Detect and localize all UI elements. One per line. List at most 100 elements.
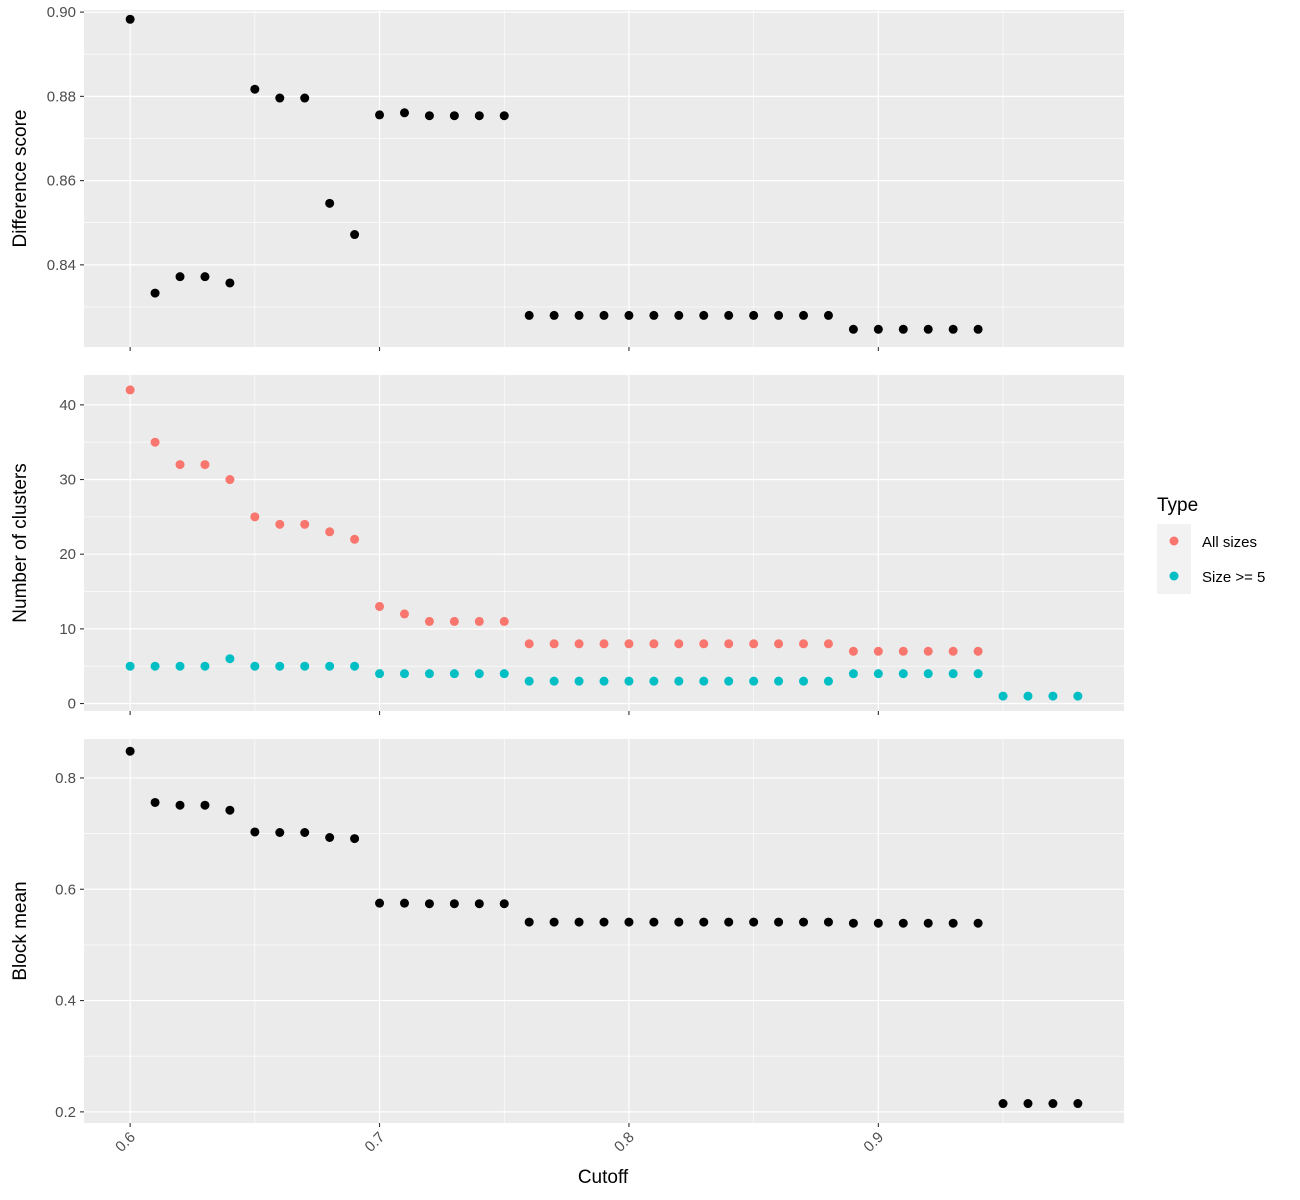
data-point bbox=[799, 917, 809, 927]
x-tick-label: 0.7 bbox=[362, 1129, 389, 1156]
y-tick-label: 40 bbox=[59, 397, 76, 414]
data-point bbox=[599, 676, 609, 686]
data-point bbox=[898, 646, 908, 656]
y-axis-title: Difference score bbox=[10, 110, 31, 248]
data-point bbox=[674, 917, 684, 927]
y-tick-label: 0.84 bbox=[47, 257, 76, 274]
data-point bbox=[375, 601, 385, 611]
data-point bbox=[350, 534, 360, 544]
y-tick-label: 0.8 bbox=[55, 770, 76, 787]
data-point bbox=[923, 646, 933, 656]
data-point bbox=[399, 898, 409, 908]
data-point bbox=[125, 385, 135, 395]
data-point bbox=[998, 1099, 1008, 1109]
data-point bbox=[549, 639, 559, 649]
data-point bbox=[649, 639, 659, 649]
data-point bbox=[674, 310, 684, 320]
data-point bbox=[250, 84, 260, 94]
data-point bbox=[649, 917, 659, 927]
data-point bbox=[749, 310, 759, 320]
data-point bbox=[499, 111, 509, 121]
panel-background bbox=[84, 10, 1124, 347]
data-point bbox=[948, 324, 958, 334]
data-point bbox=[125, 14, 135, 24]
x-axis-title: Cutoff bbox=[578, 1167, 629, 1188]
data-point bbox=[524, 310, 534, 320]
data-point bbox=[524, 676, 534, 686]
data-point bbox=[250, 827, 260, 837]
data-point bbox=[1048, 691, 1058, 701]
data-point bbox=[125, 746, 135, 756]
y-tick-label: 0.86 bbox=[47, 173, 76, 190]
data-point bbox=[399, 609, 409, 619]
data-point bbox=[948, 918, 958, 928]
data-point bbox=[499, 616, 509, 626]
data-point bbox=[200, 800, 210, 810]
data-point bbox=[923, 918, 933, 928]
data-point bbox=[873, 669, 883, 679]
data-point bbox=[848, 324, 858, 334]
data-point bbox=[474, 899, 484, 909]
data-point bbox=[774, 310, 784, 320]
data-point bbox=[375, 669, 385, 679]
data-point bbox=[799, 639, 809, 649]
y-tick-label: 0 bbox=[68, 696, 76, 713]
data-point bbox=[549, 917, 559, 927]
data-point bbox=[799, 310, 809, 320]
y-axis-title: Block mean bbox=[10, 881, 31, 980]
data-point bbox=[774, 917, 784, 927]
data-point bbox=[300, 93, 310, 103]
data-point bbox=[375, 898, 385, 908]
data-point bbox=[649, 676, 659, 686]
data-point bbox=[923, 324, 933, 334]
data-point bbox=[724, 310, 734, 320]
data-point bbox=[724, 676, 734, 686]
data-point bbox=[175, 661, 185, 671]
data-point bbox=[898, 669, 908, 679]
data-point bbox=[823, 310, 833, 320]
data-point bbox=[449, 899, 459, 909]
data-point bbox=[200, 272, 210, 282]
data-point bbox=[150, 437, 160, 447]
y-tick-label: 0.2 bbox=[55, 1104, 76, 1121]
data-point bbox=[474, 111, 484, 121]
panel-background bbox=[84, 739, 1124, 1123]
legend-key-size-5 bbox=[1169, 571, 1179, 581]
y-tick-label: 10 bbox=[59, 621, 76, 638]
data-point bbox=[449, 616, 459, 626]
data-point bbox=[325, 198, 335, 208]
data-point bbox=[774, 676, 784, 686]
data-point bbox=[574, 310, 584, 320]
data-point bbox=[275, 519, 285, 529]
data-point bbox=[225, 475, 235, 485]
legend-label-all-sizes: All sizes bbox=[1202, 534, 1257, 551]
data-point bbox=[624, 310, 634, 320]
data-point bbox=[125, 661, 135, 671]
data-point bbox=[574, 917, 584, 927]
data-point bbox=[973, 918, 983, 928]
data-point bbox=[898, 918, 908, 928]
data-point bbox=[499, 899, 509, 909]
data-point bbox=[300, 661, 310, 671]
data-point bbox=[823, 639, 833, 649]
data-point bbox=[873, 646, 883, 656]
panel-difference-score: 0.84 0.86 0.88 0.90 Difference score bbox=[10, 4, 1124, 351]
y-tick-label: 0.88 bbox=[47, 88, 76, 105]
data-point bbox=[225, 805, 235, 815]
data-point bbox=[549, 676, 559, 686]
x-tick-label: 0.6 bbox=[112, 1129, 139, 1156]
data-point bbox=[150, 288, 160, 298]
data-point bbox=[724, 917, 734, 927]
legend-key-background bbox=[1157, 524, 1191, 594]
data-point bbox=[749, 639, 759, 649]
data-point bbox=[799, 676, 809, 686]
y-axis-title: Number of clusters bbox=[10, 463, 31, 622]
data-point bbox=[948, 646, 958, 656]
data-point bbox=[1073, 691, 1083, 701]
y-tick-label: 20 bbox=[59, 546, 76, 563]
data-point bbox=[250, 661, 260, 671]
data-point bbox=[300, 827, 310, 837]
legend-key-all-sizes bbox=[1169, 536, 1179, 546]
data-point bbox=[774, 639, 784, 649]
